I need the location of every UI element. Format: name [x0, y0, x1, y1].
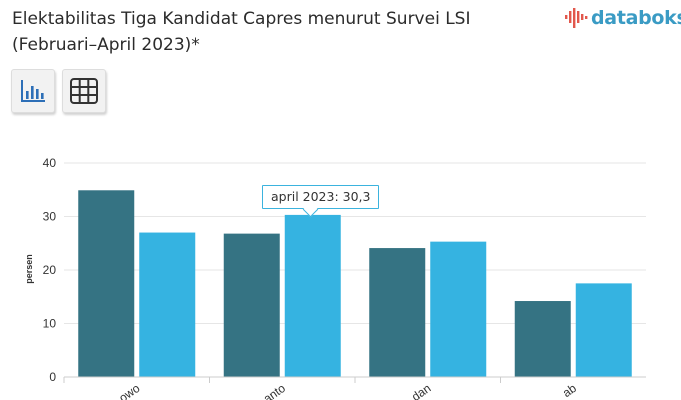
- bar-februari-1[interactable]: [78, 190, 135, 377]
- bar-april-4[interactable]: [575, 283, 632, 377]
- y-axis-ticks: 0 10 20 30 40: [43, 156, 57, 384]
- databoks-logo-icon: [565, 8, 588, 28]
- bar-april-2[interactable]: [284, 214, 341, 377]
- table-grid-icon: [70, 78, 98, 104]
- databoks-logo[interactable]: databoks: [564, 6, 681, 30]
- y-tick-label: 40: [43, 156, 57, 170]
- bar-februari-2[interactable]: [223, 233, 280, 377]
- chart-title: Elektabilitas Tiga Kandidat Capres menur…: [12, 9, 471, 55]
- x-tick-label: ab: [560, 381, 579, 400]
- x-tick-label: owo: [116, 381, 142, 400]
- bar-april-3[interactable]: [430, 241, 487, 377]
- y-tick-label: 30: [43, 210, 57, 224]
- x-tick-label: anto: [261, 381, 288, 400]
- bar-februari-3[interactable]: [369, 248, 426, 377]
- y-tick-label: 0: [49, 370, 56, 384]
- bar-april-1[interactable]: [139, 232, 196, 377]
- chart-view-button[interactable]: [11, 69, 55, 113]
- tooltip-text: april 2023: 30,3: [271, 189, 371, 204]
- bar-chart-icon: [21, 80, 45, 102]
- y-axis-label: persen: [24, 254, 34, 284]
- y-tick-label: 10: [43, 317, 57, 331]
- bars: [78, 190, 632, 377]
- y-tick-label: 20: [43, 263, 57, 277]
- x-axis-ticks: owo anto dan ab: [63, 377, 579, 400]
- bar-tooltip: april 2023: 30,3: [262, 185, 380, 218]
- databoks-logo-text: databoks: [591, 7, 681, 29]
- bar-februari-4[interactable]: [514, 301, 571, 377]
- x-tick-label: dan: [409, 381, 433, 400]
- table-view-button[interactable]: [62, 69, 106, 113]
